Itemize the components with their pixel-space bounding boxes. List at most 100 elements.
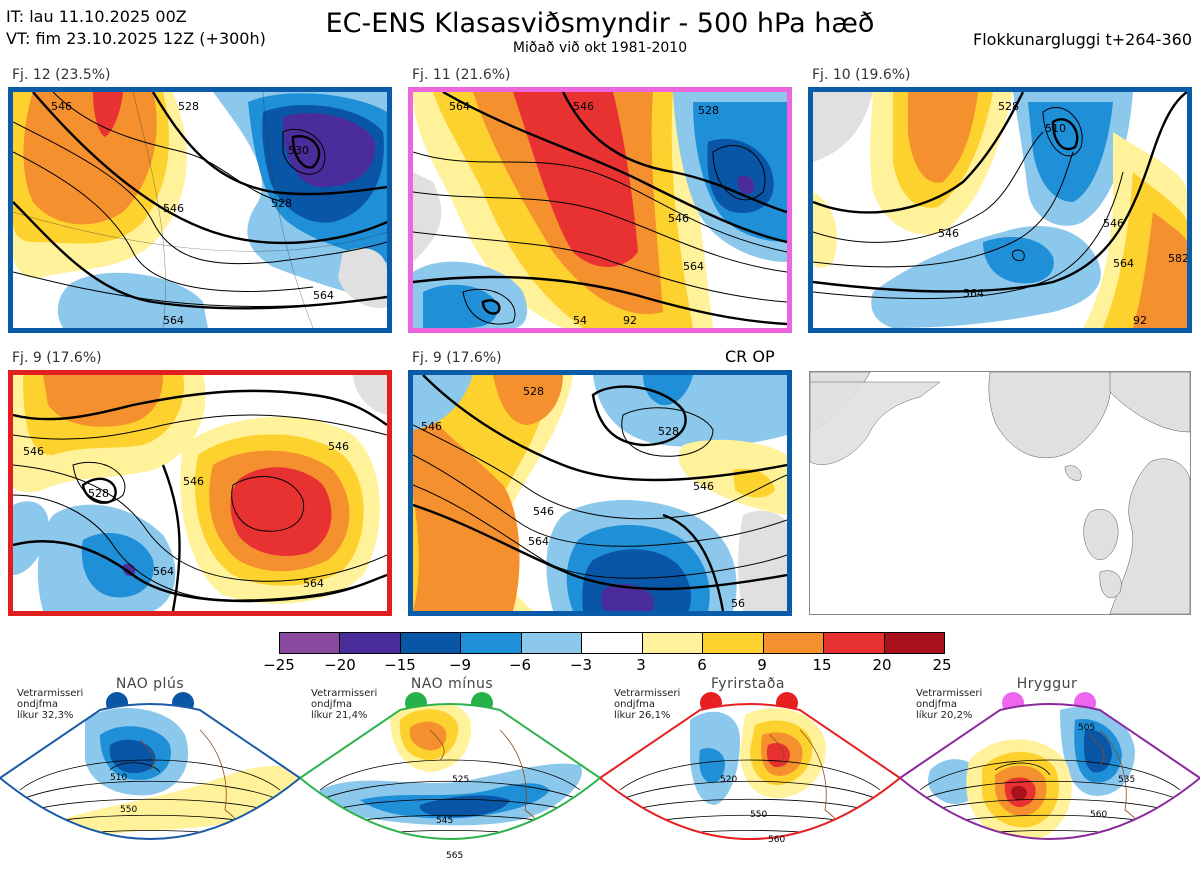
regime-map-2: 525 545 565 (300, 703, 600, 861)
cluster-label-3: Fj. 10 (19.6%) (812, 67, 911, 83)
contour-label: 545 (436, 816, 453, 826)
contour-label: 505 (1078, 723, 1095, 733)
contour-label: 528 (178, 100, 199, 113)
contour-label: 564 (153, 565, 174, 578)
contour-label: 546 (23, 445, 44, 458)
contour-label: 530 (288, 144, 309, 157)
contour-label: 546 (163, 202, 184, 215)
contour-label: 546 (1103, 217, 1124, 230)
cluster-label-1: Fj. 12 (23.5%) (12, 67, 111, 83)
colorbar-segment (460, 633, 521, 653)
header-times: IT: lau 11.10.2025 00Z VT: fim 23.10.202… (6, 6, 266, 50)
contour-label: 546 (421, 420, 442, 433)
colorbar-segment (339, 633, 400, 653)
init-time: IT: lau 11.10.2025 00Z (6, 7, 187, 26)
regime-info-2: Vetrarmisseri ondjfma líkur 21,4% (311, 688, 378, 721)
contour-label: 92 (1133, 314, 1147, 327)
colorbar-tick: −9 (448, 656, 472, 674)
colorbar (279, 632, 945, 654)
colorbar-segment (641, 633, 703, 653)
contour-label: 550 (120, 805, 137, 815)
contour-label: 564 (163, 314, 184, 327)
cluster-map-3: 510 528 546 546 564 564 582 92 (808, 87, 1192, 333)
cluster-map-4: 546 528 546 546 564 564 (8, 370, 392, 616)
contour-label: 546 (533, 505, 554, 518)
contour-label: 535 (1118, 775, 1135, 785)
colorbar-tick: −6 (508, 656, 532, 674)
contour-label: 564 (528, 535, 549, 548)
contour-label: 564 (963, 287, 984, 300)
regime-title-1: NAO plús (115, 676, 185, 692)
colorbar-tick: 15 (812, 656, 832, 674)
contour-label: 564 (449, 100, 470, 113)
regime-map-3: 520 550 560 (600, 703, 900, 845)
regime-map-1: 510 550 (0, 703, 300, 840)
contour-label: 528 (698, 104, 719, 117)
contour-label: 546 (183, 475, 204, 488)
contour-label: 564 (303, 577, 324, 590)
contour-label: 564 (313, 289, 334, 302)
contour-label: 54 (573, 314, 587, 327)
colorbar-tick: 3 (636, 656, 646, 674)
contour-label: 92 (623, 314, 637, 327)
contour-label: 564 (683, 260, 704, 273)
contour-label: 550 (750, 810, 767, 820)
colorbar-segment (702, 633, 763, 653)
contour-label: 565 (446, 851, 463, 861)
cluster-map-2: 564 546 528 546 564 54 92 (408, 87, 792, 333)
contour-label: 56 (731, 597, 745, 610)
contour-label: 528 (523, 385, 544, 398)
page-subtitle: Miðað við okt 1981-2010 (512, 40, 688, 56)
contour-label: 510 (110, 773, 127, 783)
contour-label: 525 (452, 775, 469, 785)
control-run-label: CR OP (725, 347, 775, 366)
valid-time: VT: fim 23.10.2025 12Z (+300h) (6, 29, 266, 48)
contour-label: 528 (658, 425, 679, 438)
contour-label: 510 (1045, 122, 1066, 135)
colorbar-segment (762, 633, 824, 653)
clustering-window: Flokkunargluggi t+264-360 (973, 30, 1192, 49)
regime-title-3: Fyrirstaða (711, 676, 785, 692)
contour-label: 564 (1113, 257, 1134, 270)
colorbar-segment (883, 633, 944, 653)
colorbar-tick: 20 (872, 656, 892, 674)
contour-label: 560 (768, 835, 785, 845)
contour-label: 528 (88, 487, 109, 500)
cluster-label-2: Fj. 11 (21.6%) (412, 67, 511, 83)
contour-label: 582 (1168, 252, 1187, 265)
colorbar-segment (280, 633, 340, 653)
colorbar-tick: −15 (384, 656, 416, 674)
regime-info-1: Vetrarmisseri ondjfma líkur 32,3% (17, 688, 84, 721)
contour-label: 546 (573, 100, 594, 113)
empty-map (809, 371, 1191, 615)
regime-info-3: Vetrarmisseri ondjfma líkur 26,1% (614, 688, 681, 721)
colorbar-tick: −20 (324, 656, 356, 674)
contour-label: 528 (998, 100, 1019, 113)
colorbar-tick: 25 (932, 656, 952, 674)
contour-label: 520 (720, 775, 737, 785)
colorbar-tick: 6 (697, 656, 707, 674)
regime-title-4: Hryggur (1016, 676, 1078, 692)
contour-label: 546 (693, 480, 714, 493)
colorbar-tick: −3 (569, 656, 593, 674)
colorbar-segment (520, 633, 582, 653)
contour-label: 560 (1090, 810, 1107, 820)
colorbar-segment (581, 633, 642, 653)
contour-label: 546 (938, 227, 959, 240)
colorbar-tick: −25 (263, 656, 295, 674)
cluster-map-5: 546 528 528 546 546 564 56 (408, 370, 792, 616)
cluster-label-5: Fj. 9 (17.6%) (412, 350, 502, 366)
regime-map-4: 505 535 560 (900, 703, 1200, 840)
contour-label: 546 (328, 440, 349, 453)
cluster-map-1: 546 528 530 528 546 564 564 (8, 87, 392, 333)
contour-label: 528 (271, 197, 292, 210)
contour-label: 546 (668, 212, 689, 225)
cluster-label-4: Fj. 9 (17.6%) (12, 350, 102, 366)
colorbar-segment (399, 633, 461, 653)
colorbar-segment (823, 633, 884, 653)
regime-info-4: Vetrarmisseri ondjfma líkur 20,2% (916, 688, 983, 721)
regime-title-2: NAO mínus (410, 676, 494, 692)
page-title: EC-ENS Klasasviðsmyndir - 500 hPa hæð (325, 8, 875, 39)
colorbar-tick: 9 (757, 656, 767, 674)
contour-label: 546 (51, 100, 72, 113)
